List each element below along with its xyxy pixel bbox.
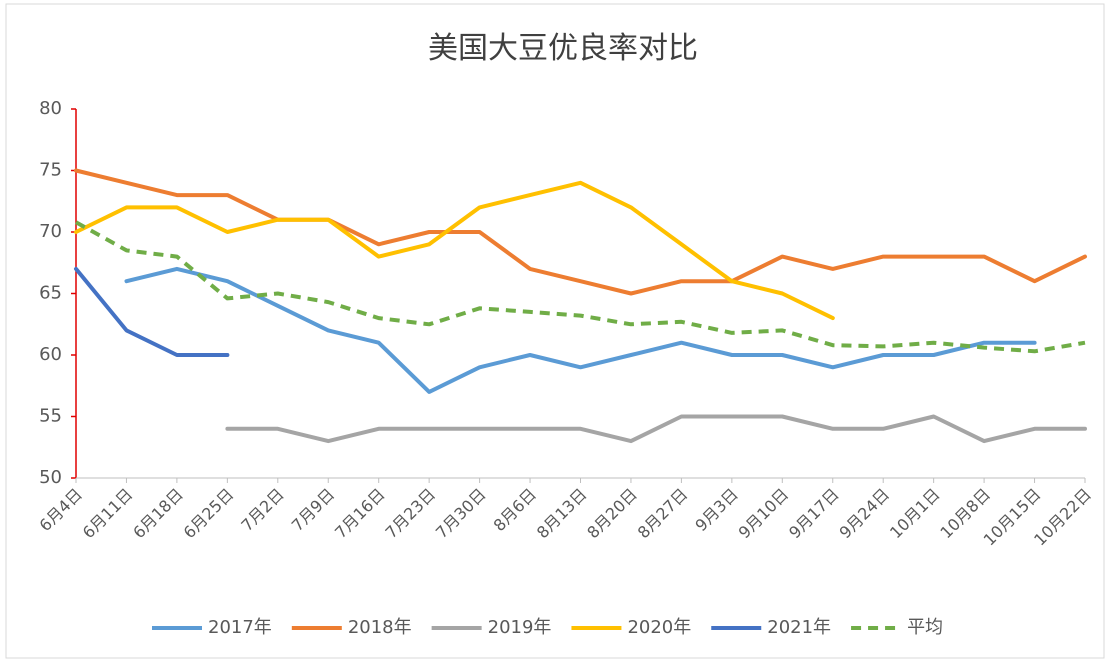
y-tick-label: 50 [39,467,62,488]
legend-label: 2019年 [488,617,552,638]
y-tick-label: 65 [39,283,62,304]
legend-label: 2017年 [208,617,272,638]
series-line [74,180,835,321]
y-tick-label: 60 [39,344,62,365]
y-tick-label: 55 [39,406,62,427]
legend-label: 2021年 [767,617,831,638]
y-tick-label: 75 [39,160,62,181]
series-line [74,266,230,357]
series-line [74,168,1087,296]
chart-frame [5,3,1105,659]
series-line [75,220,1086,354]
series-line [225,414,1087,444]
legend-label: 2020年 [627,617,691,638]
legend-label: 平均 [907,617,943,638]
series-line [124,266,1037,394]
y-tick-label: 70 [39,221,62,242]
y-tick-label: 80 [39,98,62,119]
chart-title: 美国大豆优良率对比 [428,31,698,66]
legend-label: 2018年 [348,617,412,638]
